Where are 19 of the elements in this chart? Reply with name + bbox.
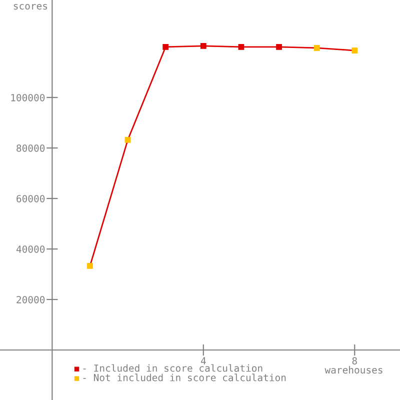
y-axis-title: scores (14, 4, 48, 10)
legend-label: - Not included in score calculation (83, 374, 286, 382)
point (87, 262, 93, 269)
y-tick-label: 40000 (16, 245, 45, 253)
point (162, 44, 169, 50)
y-tick-label: 100000 (11, 94, 45, 102)
x-axis-title: warehouses (324, 366, 382, 374)
point (276, 44, 282, 50)
y-tick-label: 60000 (16, 194, 45, 202)
point (124, 136, 131, 143)
x-tick-label: 4 (200, 357, 206, 364)
point (200, 43, 206, 49)
point (352, 48, 358, 54)
y-tick-label: 20000 (16, 296, 45, 304)
x-tick-label: 8 (352, 357, 357, 365)
legend-label: - Included in score calculation (83, 364, 262, 372)
y-tick-label: 80000 (16, 144, 45, 152)
point (314, 45, 320, 51)
point (238, 44, 244, 50)
